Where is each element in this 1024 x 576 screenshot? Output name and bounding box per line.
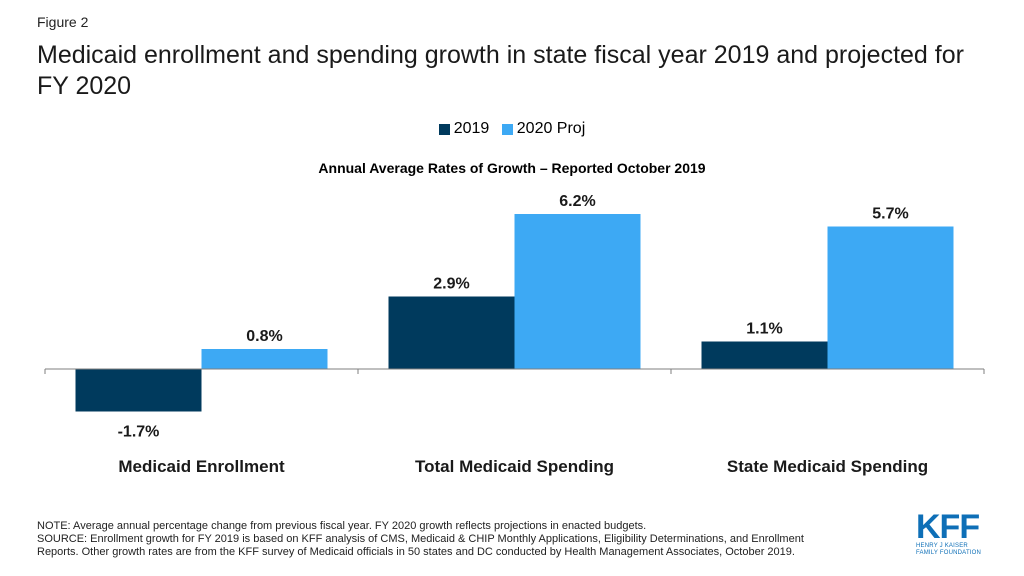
- data-label: 2.9%: [433, 276, 469, 293]
- legend-item-2019: 2019: [438, 120, 490, 138]
- legend-item-2020: 2020 Proj: [501, 120, 586, 138]
- legend-label-2020: 2020 Proj: [516, 120, 586, 137]
- figure-label: Figure 2: [37, 14, 89, 30]
- note-line: NOTE: Average annual percentage change f…: [37, 520, 647, 532]
- category-label: Total Medicaid Spending: [415, 457, 614, 476]
- category-label: State Medicaid Spending: [727, 457, 928, 476]
- data-label: 0.8%: [246, 328, 282, 345]
- data-label: 6.2%: [559, 193, 595, 210]
- legend-swatch-2020: [501, 123, 513, 135]
- chart-subtitle: Annual Average Rates of Growth – Reporte…: [318, 160, 706, 176]
- source-line: Reports. Other growth rates are from the…: [37, 546, 795, 558]
- bar-2019: [701, 341, 828, 369]
- legend-swatch-2019: [438, 123, 450, 135]
- footnotes: NOTE: Average annual percentage change f…: [37, 520, 877, 559]
- bar-2020-proj: [201, 349, 328, 369]
- category-label: Medicaid Enrollment: [118, 457, 285, 476]
- data-label: -1.7%: [118, 424, 160, 441]
- data-label: 1.1%: [746, 321, 782, 338]
- logo-mark: KFF: [916, 508, 980, 546]
- bar-2020-proj: [514, 214, 641, 369]
- logo-line-2: FAMILY FOUNDATION: [916, 550, 982, 556]
- logo-line-1: HENRY J KAISER: [916, 543, 968, 549]
- page-title: Medicaid enrollment and spending growth …: [37, 41, 964, 100]
- bar-2020-proj: [827, 226, 954, 369]
- data-label: 5.7%: [872, 206, 908, 223]
- kff-logo: KFF HENRY J KAISER FAMILY FOUNDATION: [916, 508, 996, 557]
- chart-legend: 2019 2020 Proj: [0, 120, 1024, 140]
- source-line: SOURCE: Enrollment growth for FY 2019 is…: [37, 533, 804, 545]
- bar-2019: [75, 369, 202, 412]
- bar-2019: [388, 296, 515, 369]
- legend-label-2019: 2019: [453, 120, 490, 137]
